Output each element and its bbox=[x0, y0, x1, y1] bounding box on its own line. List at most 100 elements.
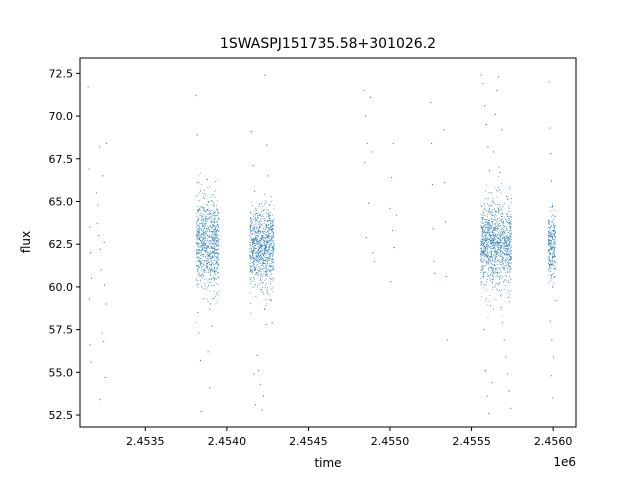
data-point bbox=[214, 214, 216, 216]
data-point bbox=[203, 298, 204, 300]
data-point bbox=[549, 243, 551, 245]
data-point bbox=[255, 267, 256, 269]
data-point bbox=[505, 285, 507, 286]
data-point bbox=[272, 221, 274, 223]
data-point bbox=[208, 255, 209, 256]
data-point bbox=[250, 269, 252, 271]
data-point bbox=[482, 239, 483, 241]
data-point bbox=[264, 241, 265, 243]
data-point bbox=[205, 194, 207, 196]
data-point bbox=[269, 244, 271, 246]
data-point bbox=[264, 231, 265, 233]
data-point bbox=[510, 278, 512, 280]
data-point bbox=[210, 242, 212, 244]
data-point bbox=[256, 258, 258, 260]
data-point bbox=[500, 244, 501, 246]
data-point bbox=[251, 250, 253, 252]
data-point bbox=[494, 216, 496, 218]
data-point bbox=[492, 282, 493, 284]
data-point bbox=[198, 265, 200, 267]
data-point bbox=[264, 274, 266, 275]
data-point bbox=[551, 243, 553, 245]
data-point bbox=[489, 204, 491, 206]
data-point bbox=[551, 339, 553, 341]
x-axis-offset-label: 1e6 bbox=[553, 455, 576, 469]
data-point bbox=[549, 235, 551, 237]
data-point bbox=[215, 234, 217, 235]
data-point bbox=[554, 254, 556, 256]
data-point bbox=[487, 232, 489, 234]
data-point bbox=[487, 273, 488, 275]
data-point bbox=[202, 241, 204, 242]
data-point bbox=[197, 234, 199, 236]
data-point bbox=[198, 225, 200, 226]
data-point bbox=[201, 214, 203, 216]
data-point bbox=[549, 239, 551, 241]
data-point bbox=[200, 250, 202, 252]
data-point bbox=[503, 226, 505, 228]
data-point bbox=[488, 170, 491, 172]
data-point bbox=[499, 234, 501, 236]
data-point bbox=[213, 229, 215, 231]
data-point bbox=[509, 220, 511, 222]
data-point bbox=[552, 221, 554, 222]
data-point bbox=[207, 209, 209, 211]
data-point bbox=[484, 198, 486, 200]
data-point bbox=[507, 267, 509, 269]
data-point bbox=[483, 232, 485, 234]
data-point bbox=[198, 261, 200, 263]
data-point bbox=[496, 211, 498, 213]
data-point bbox=[212, 257, 214, 259]
data-point bbox=[501, 234, 503, 235]
data-point bbox=[196, 238, 198, 240]
data-point bbox=[501, 182, 503, 184]
data-point bbox=[258, 251, 260, 253]
data-point bbox=[510, 217, 512, 218]
data-point bbox=[211, 243, 213, 245]
data-point bbox=[446, 339, 448, 341]
data-point bbox=[483, 273, 485, 275]
data-point bbox=[490, 245, 491, 247]
data-point bbox=[255, 217, 257, 218]
data-point bbox=[494, 264, 496, 266]
data-point bbox=[494, 268, 496, 270]
data-point bbox=[495, 223, 497, 225]
data-point bbox=[256, 232, 258, 234]
data-point bbox=[259, 239, 261, 241]
data-point bbox=[272, 222, 274, 224]
data-point bbox=[484, 237, 486, 239]
data-point bbox=[196, 239, 198, 241]
data-point bbox=[263, 281, 265, 283]
data-point bbox=[208, 236, 210, 238]
data-point bbox=[203, 197, 205, 199]
data-point bbox=[505, 259, 507, 261]
data-point bbox=[481, 296, 483, 298]
data-point bbox=[482, 212, 484, 214]
data-point bbox=[506, 280, 508, 282]
data-point bbox=[204, 216, 206, 218]
data-point bbox=[206, 298, 208, 300]
data-point bbox=[211, 251, 213, 253]
axes-frame bbox=[79, 57, 577, 428]
data-point bbox=[216, 243, 218, 245]
data-point bbox=[105, 142, 108, 145]
data-point bbox=[272, 245, 273, 247]
data-point bbox=[260, 288, 262, 290]
y-tick-label: 65.0 bbox=[49, 196, 74, 209]
data-point bbox=[214, 248, 216, 250]
data-point bbox=[485, 254, 486, 255]
data-point bbox=[487, 146, 489, 148]
data-point bbox=[205, 259, 207, 261]
data-point bbox=[200, 267, 202, 269]
data-point bbox=[490, 192, 492, 194]
data-point bbox=[492, 272, 494, 274]
data-point bbox=[482, 284, 484, 286]
data-point bbox=[196, 234, 198, 236]
data-point bbox=[492, 258, 494, 260]
data-point bbox=[205, 260, 207, 262]
data-point bbox=[254, 257, 256, 259]
data-point bbox=[206, 253, 208, 255]
data-point bbox=[491, 246, 493, 248]
data-point bbox=[554, 236, 556, 238]
data-point bbox=[492, 200, 494, 202]
